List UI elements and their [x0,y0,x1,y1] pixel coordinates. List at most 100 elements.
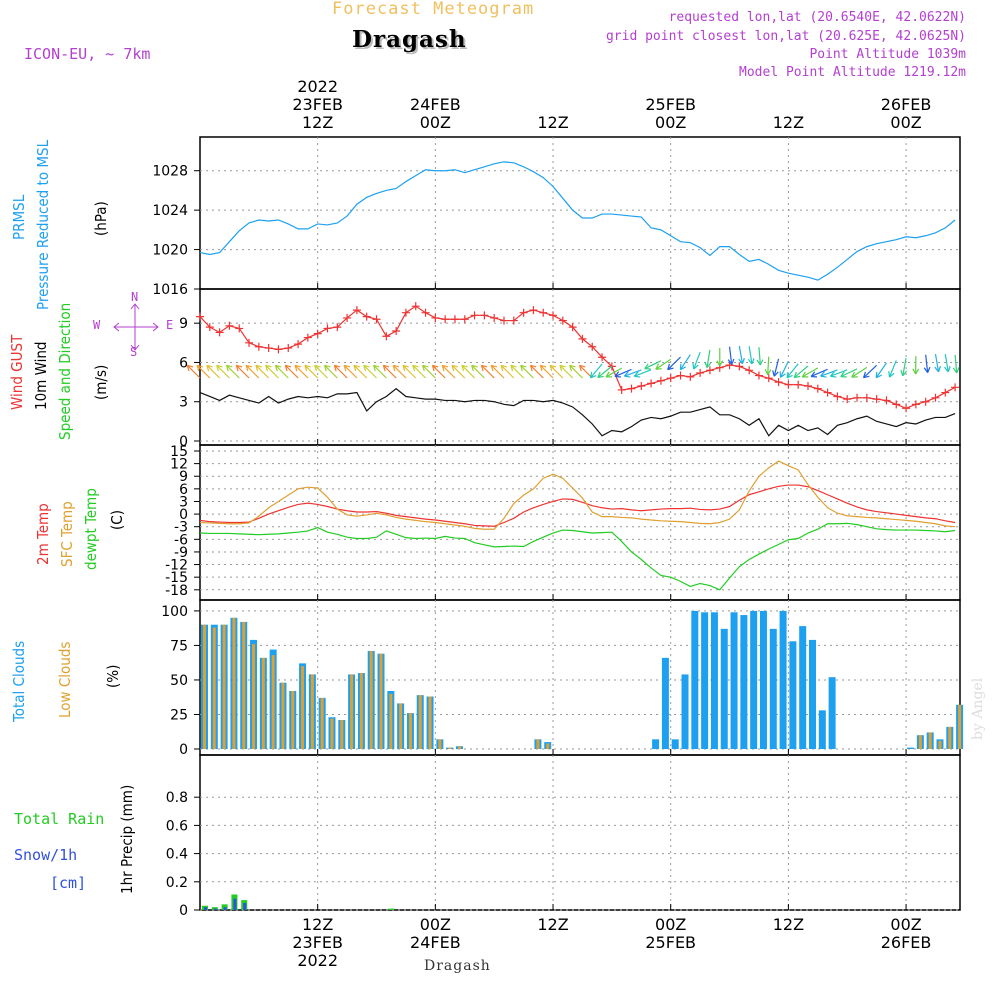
gust-marker [539,308,548,317]
gust-marker [774,378,783,387]
wind-arrow-head [779,371,786,378]
wind-direction-arrow [840,368,858,378]
wind-direction-arrow [275,364,289,379]
cloud-bar-low [242,621,246,749]
wind-direction-arrow [863,364,878,379]
wind-direction-arrow [793,365,809,379]
cloud-bar-low [271,655,275,749]
y-tick-label: 100 [161,604,188,620]
wind-direction-arrow [758,347,761,366]
wind-direction-arrow [490,364,505,379]
wind-arrow-head [738,357,745,365]
cloud-bar-total [799,626,807,749]
gust-marker [196,312,204,321]
wind-arrow-head [793,371,801,379]
cloud-bar-low [379,653,383,749]
wind-arrow-head [422,364,429,372]
cloud-bar-low [958,704,962,749]
wind-arrow-head [510,364,517,372]
wind-direction-arrow [226,364,240,379]
wind-arrow-head [772,370,779,377]
cloud-bar-low [261,657,265,749]
snow-bar [204,907,207,910]
top-time-label: 23FEB [292,95,343,114]
y-tick-label: 6 [179,355,188,371]
gust-marker [853,393,862,402]
wind-direction-arrow [786,363,799,379]
gust-marker [460,315,469,324]
cloud-bar-total [818,710,826,749]
gust-marker [509,316,518,325]
wind-arrow-head [333,364,341,372]
info-grid-coords: grid point closest lon,lat (20.625E, 42.… [605,29,966,44]
wind-direction-arrow [216,364,230,379]
gust-marker [421,308,430,317]
gust-marker [401,308,410,317]
wind-arrow-head [888,371,895,378]
wind-arrow-head [294,364,302,372]
wind-direction-arrow [353,364,368,379]
y-tick-label: 0.4 [166,847,188,863]
wind-arrow-head [235,364,243,372]
cloud-bar-total [691,610,699,749]
cloud-bar-low [948,726,952,749]
y-tick-label: -6 [174,532,188,548]
cloud-bar-low [408,713,412,749]
top-time-label: 12Z [537,113,568,132]
cloud-bar-low [359,673,363,749]
wind-direction-arrow [461,364,476,379]
bottom-time-label: 12Z [302,915,333,934]
wind-arrow-head [875,371,882,379]
gust-marker [362,312,371,321]
gust-marker [411,302,420,311]
wind-arrow-head [323,364,331,372]
gust-marker [794,380,803,389]
wind-direction-arrow [779,360,789,378]
wind-direction-arrow [679,354,691,371]
cloud-bar-total [720,628,728,749]
wind-direction-arrow [284,364,299,379]
wind-arrow-head [314,364,321,372]
wind-direction-arrow [667,356,681,371]
label-total-rain: Total Rain [14,810,105,828]
cloud-bar-low [350,674,354,749]
gust-marker [215,328,224,337]
cloud-bar-total [652,739,660,749]
gust-marker [843,395,852,404]
top-time-label: 00Z [890,113,921,132]
wind-arrow-head [764,368,772,375]
compass-n: N [131,290,139,304]
wind-arrow-head [900,369,908,377]
wind-arrow-head [480,364,488,372]
cloud-bar-low [399,703,403,749]
gust-marker [804,382,812,391]
wind-direction-arrow [830,369,848,377]
gust-marker [343,313,352,322]
cloud-bar-total [730,612,738,749]
wind-arrow-head [829,371,837,378]
gust-marker [578,334,587,343]
wind-arrow-head [304,364,311,372]
wind-arrow-head [644,363,651,370]
gust-marker [352,306,361,315]
cloud-bar-low [301,666,305,749]
top-time-label: 24FEB [410,95,461,114]
wind-arrow-head [216,364,223,372]
wind-arrow-head [343,364,351,372]
wind-direction-arrow [767,356,770,375]
gust-marker [882,396,891,405]
bottom-time-label: 2022 [297,951,338,970]
wind-direction-arrow [902,357,907,376]
info-requested-coords: requested lon,lat (20.6540E, 42.0622N) [668,10,966,25]
wind-arrow-head [578,364,586,372]
gust-marker [480,311,489,320]
wind-direction-arrow [820,369,838,377]
wind-direction-arrow [706,349,711,368]
cloud-bar-total [661,657,669,749]
gust-marker [627,384,636,393]
bottom-time-label: 00Z [890,915,921,934]
wind-direction-arrow [549,364,564,379]
gust-marker [323,324,332,333]
wind-direction-arrow [644,360,662,370]
cloud-bar-low [310,674,314,749]
